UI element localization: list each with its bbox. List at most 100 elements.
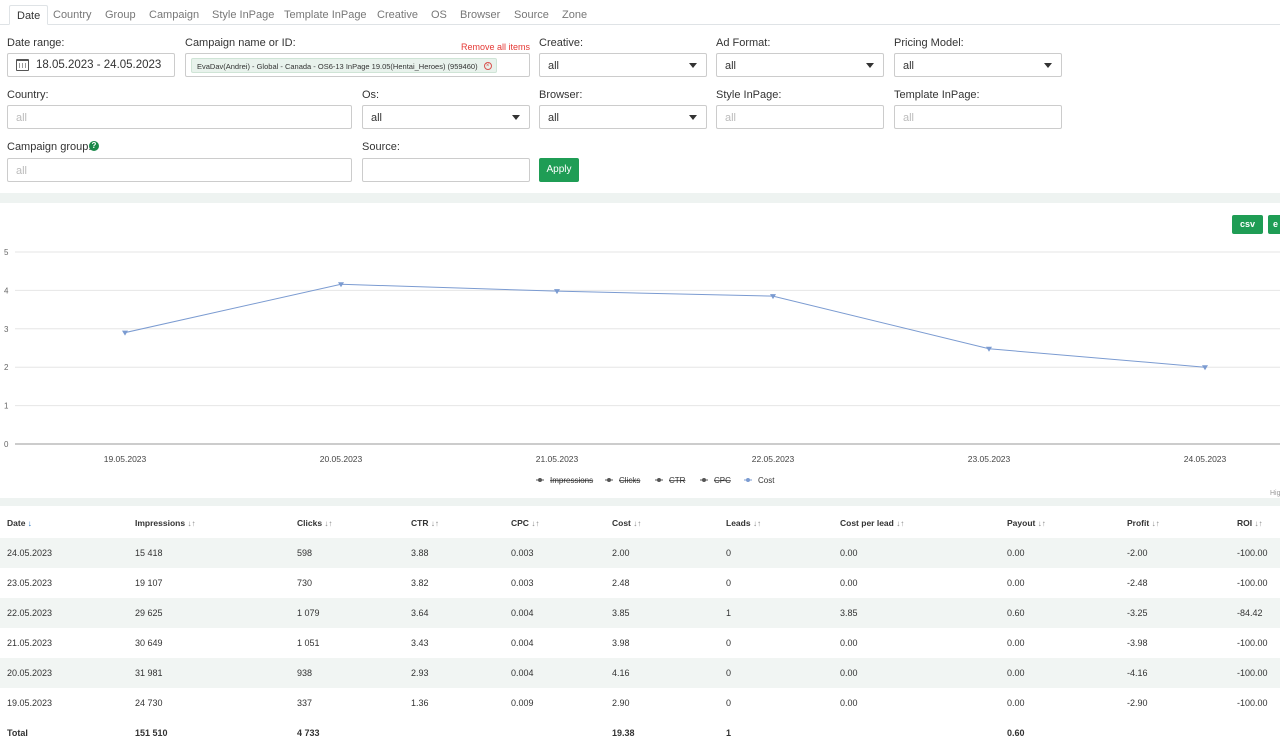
ad-format-select[interactable]: all xyxy=(716,53,884,77)
table-cell: 0.60 xyxy=(1007,728,1025,738)
second-export-button[interactable]: e xyxy=(1268,215,1280,234)
table-cell: 19 107 xyxy=(135,578,163,588)
table-total-row: Total 151 510 4 733 19.38 1 0.60 xyxy=(0,718,1280,748)
legend-item-cpc[interactable]: CPC xyxy=(714,476,731,485)
campaign-group-input[interactable]: all xyxy=(7,158,352,182)
template-inpage-input[interactable]: all xyxy=(894,105,1062,129)
sort-icon[interactable]: ↓↑ xyxy=(752,519,761,528)
y-tick-label: 4 xyxy=(4,286,9,295)
browser-select[interactable]: all xyxy=(539,105,707,129)
sort-icon[interactable]: ↓↑ xyxy=(430,519,439,528)
data-point-marker xyxy=(122,330,128,336)
date-range-picker[interactable]: 18.05.2023 - 24.05.2023 xyxy=(7,53,175,77)
table-cell: -2.00 xyxy=(1127,548,1148,558)
sort-icon[interactable]: ↓↑ xyxy=(1151,519,1160,528)
table-cell: 2.48 xyxy=(612,578,630,588)
template-inpage-placeholder: all xyxy=(903,112,915,124)
sort-icon[interactable]: ↓↑ xyxy=(896,519,905,528)
campaign-group-placeholder: all xyxy=(16,165,28,177)
tab-template-inpage[interactable]: Template InPage xyxy=(284,9,367,21)
report-tabs: Date Country Group Campaign Style InPage… xyxy=(0,0,1280,25)
legend-item-clicks[interactable]: Clicks xyxy=(619,476,640,485)
pricing-model-select[interactable]: all xyxy=(894,53,1062,77)
creative-select[interactable]: all xyxy=(539,53,707,77)
table-cell: -3.98 xyxy=(1127,638,1148,648)
table-cell: 19.38 xyxy=(612,728,635,738)
table-cell: 29 625 xyxy=(135,608,163,618)
tab-country[interactable]: Country xyxy=(53,9,92,21)
apply-button[interactable]: Apply xyxy=(539,158,579,182)
remove-chip-icon[interactable]: × xyxy=(483,62,492,70)
y-tick-label: 1 xyxy=(4,402,9,411)
table-cell: 22.05.2023 xyxy=(7,608,53,618)
column-header-leads[interactable]: Leads ↓↑ xyxy=(726,508,761,538)
help-icon[interactable]: ? xyxy=(89,141,99,151)
tab-creative[interactable]: Creative xyxy=(377,9,418,21)
table-cell: 1 xyxy=(726,608,732,618)
legend-item-cost[interactable]: Cost xyxy=(758,476,775,485)
data-point-marker xyxy=(1202,365,1208,371)
chart-credit: Hig xyxy=(1270,490,1280,497)
cost-line-chart: 0 1 2 3 4 5 19.05.2023 20.05.2023 21.05.2023 22.… xyxy=(4,248,1280,497)
column-header-label: CTR xyxy=(411,518,431,528)
column-header-cost-per-lead[interactable]: Cost per lead ↓↑ xyxy=(840,508,904,538)
table-cell: -84.42 xyxy=(1237,608,1263,618)
tab-group[interactable]: Group xyxy=(105,9,136,21)
chevron-down-icon xyxy=(689,115,697,120)
tab-zone[interactable]: Zone xyxy=(562,9,588,21)
remove-all-link[interactable]: Remove all items xyxy=(461,42,531,52)
table-row: 23.05.2023 19 107 730 3.82 0.003 2.48 0 0.00 0.0… xyxy=(0,568,1280,598)
sort-icon[interactable]: ↓↑ xyxy=(1254,519,1263,528)
legend-item-impressions[interactable]: Impressions xyxy=(550,476,593,485)
column-header-label: ROI xyxy=(1237,518,1255,528)
chevron-down-icon xyxy=(512,115,520,120)
table-cell: 21.05.2023 xyxy=(7,638,53,648)
table-cell: 938 xyxy=(297,668,313,678)
column-header-roi[interactable]: ROI ↓↑ xyxy=(1237,508,1262,538)
browser-label: Browser: xyxy=(539,89,583,101)
legend-symbol-marker xyxy=(702,478,706,482)
column-header-date[interactable]: Date ↓ xyxy=(7,508,32,538)
sort-icon[interactable]: ↓↑ xyxy=(633,519,642,528)
table-cell: 0.00 xyxy=(840,698,858,708)
tab-date[interactable]: Date xyxy=(9,5,49,25)
legend-item-ctr[interactable]: CTR xyxy=(669,476,686,485)
sort-icon[interactable]: ↓↑ xyxy=(1037,519,1046,528)
column-header-cost[interactable]: Cost ↓↑ xyxy=(612,508,641,538)
tab-browser[interactable]: Browser xyxy=(460,9,501,21)
table-row: 24.05.2023 15 418 598 3.88 0.003 2.00 0 0.00 0.0… xyxy=(0,538,1280,568)
x-tick-label: 24.05.2023 xyxy=(1184,454,1227,464)
campaign-input[interactable]: EvaDav(Andrei) - Global - Canada - OS6-1… xyxy=(185,53,530,77)
column-header-clicks[interactable]: Clicks ↓↑ xyxy=(297,508,332,538)
column-header-impressions[interactable]: Impressions ↓↑ xyxy=(135,508,195,538)
source-input[interactable] xyxy=(362,158,530,182)
sort-icon[interactable]: ↓ xyxy=(27,519,32,528)
table-cell: 0.00 xyxy=(1007,638,1025,648)
tab-style-inpage[interactable]: Style InPage xyxy=(212,9,275,21)
country-input[interactable]: all xyxy=(7,105,352,129)
chevron-down-icon xyxy=(866,63,874,68)
tab-campaign[interactable]: Campaign xyxy=(149,9,200,21)
tab-os[interactable]: OS xyxy=(431,9,447,21)
style-inpage-input[interactable]: all xyxy=(716,105,884,129)
chart-legend[interactable]: Impressions Clicks CTR CPC Cost xyxy=(536,476,775,485)
table-cell: Total xyxy=(7,728,28,738)
os-select[interactable]: all xyxy=(362,105,530,129)
sort-icon[interactable]: ↓↑ xyxy=(187,519,196,528)
column-header-profit[interactable]: Profit ↓↑ xyxy=(1127,508,1160,538)
sort-icon[interactable]: ↓↑ xyxy=(324,519,333,528)
table-cell: 0.60 xyxy=(1007,608,1025,618)
table-cell: 0.00 xyxy=(840,548,858,558)
tab-source[interactable]: Source xyxy=(514,9,549,21)
column-header-cpc[interactable]: CPC ↓↑ xyxy=(511,508,539,538)
column-header-ctr[interactable]: CTR ↓↑ xyxy=(411,508,439,538)
ad-format-select-value: all xyxy=(725,60,737,72)
y-tick-label: 0 xyxy=(4,440,9,449)
table-cell: 0 xyxy=(726,548,732,558)
sort-icon[interactable]: ↓↑ xyxy=(531,519,540,528)
column-header-payout[interactable]: Payout ↓↑ xyxy=(1007,508,1046,538)
campaign-label: Campaign name or ID: xyxy=(185,37,296,49)
csv-export-button[interactable]: csv xyxy=(1232,215,1263,234)
table-cell: 0.00 xyxy=(1007,548,1025,558)
pricing-model-label: Pricing Model: xyxy=(894,37,964,49)
